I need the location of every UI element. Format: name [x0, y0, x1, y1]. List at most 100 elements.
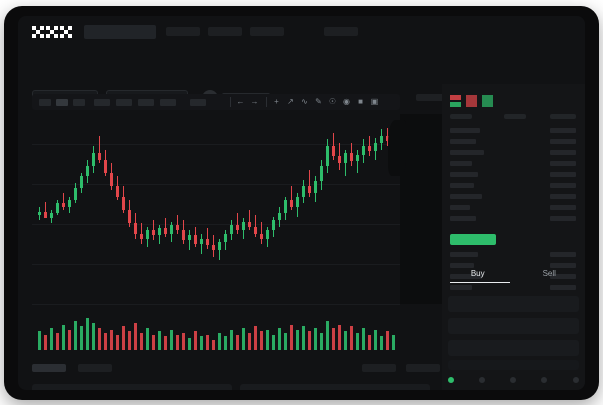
candle	[248, 210, 251, 231]
undo-icon[interactable]: ←	[236, 97, 245, 106]
volume-bar	[38, 331, 41, 350]
slider-dot-0[interactable]	[448, 377, 454, 383]
candle-wick	[207, 228, 208, 249]
order-book-ask-row[interactable]	[450, 139, 476, 144]
timeframe-5[interactable]	[116, 99, 132, 106]
order-book-ask-row[interactable]	[450, 194, 482, 199]
nav-item-3[interactable]	[250, 27, 284, 36]
volume-bar	[104, 333, 107, 350]
volume-bar	[332, 327, 335, 350]
candle	[56, 199, 59, 216]
magnet-icon[interactable]: ☉	[328, 97, 337, 106]
candle	[68, 196, 71, 214]
volume-bar	[170, 329, 173, 350]
candle	[98, 136, 101, 163]
candlestick-chart[interactable]	[32, 114, 400, 314]
nav-item-4[interactable]	[324, 27, 358, 36]
candle-wick	[333, 132, 334, 160]
trendline-icon[interactable]: ↗	[287, 97, 294, 106]
candle-wick	[249, 210, 250, 231]
volume-bar	[122, 326, 125, 350]
search-input[interactable]	[84, 25, 156, 39]
price-field[interactable]	[448, 318, 579, 334]
order-book-ask-total	[550, 150, 576, 155]
candle-wick	[213, 235, 214, 258]
volume-bar	[134, 322, 137, 350]
slider-dot-75[interactable]	[541, 377, 547, 383]
order-book-view-tabs[interactable]	[450, 94, 510, 107]
candle	[128, 199, 131, 227]
order-book-bid-row[interactable]	[450, 285, 472, 290]
amount-field[interactable]	[448, 340, 579, 356]
order-book-ask-total	[550, 216, 576, 221]
order-book-ask-row[interactable]	[450, 150, 484, 155]
crosshair-icon[interactable]: +	[274, 97, 279, 106]
tab-sell[interactable]: Sell	[542, 269, 556, 278]
timeframe-4[interactable]	[94, 99, 110, 106]
slider-dot-25[interactable]	[479, 377, 485, 383]
slider-dot-100[interactable]	[573, 377, 579, 383]
book-bids-icon[interactable]	[482, 94, 493, 107]
book-asks-icon[interactable]	[466, 94, 477, 107]
candle-wick	[171, 221, 172, 242]
lock-icon[interactable]: ■	[358, 97, 363, 106]
timeframe-6[interactable]	[138, 99, 154, 106]
redo-icon[interactable]: →	[250, 97, 259, 106]
order-book-bid-row[interactable]	[450, 252, 478, 257]
timeframe-3[interactable]	[73, 99, 85, 106]
tab-buy[interactable]: Buy	[470, 269, 485, 278]
order-book-bid-total	[550, 285, 576, 290]
volume-bar	[182, 333, 185, 350]
order-book-ask-row[interactable]	[450, 216, 476, 221]
candle	[74, 183, 77, 204]
nav-item-1[interactable]	[166, 27, 200, 36]
order-book-ask-row[interactable]	[450, 161, 472, 166]
volume-bar	[110, 329, 113, 350]
order-book-bid-row[interactable]	[450, 274, 482, 279]
okx-logo[interactable]	[32, 26, 76, 39]
chart-toolbar[interactable]: ← → + ↗ ∿ ✎ ☉ ◉ ■ ▣	[32, 94, 400, 110]
order-book-ask-row[interactable]	[450, 128, 480, 133]
candle	[104, 149, 107, 177]
candle-wick	[201, 233, 202, 254]
chart-gridline	[32, 264, 400, 265]
candle	[44, 201, 47, 219]
timeframe-1[interactable]	[39, 99, 51, 106]
amount-slider[interactable]	[448, 376, 579, 384]
order-book-ask-row[interactable]	[450, 205, 470, 210]
order-book-bid-row[interactable]	[450, 263, 474, 268]
order-book-ask-row[interactable]	[450, 172, 478, 177]
volume-bar	[362, 327, 365, 350]
candle	[254, 215, 257, 237]
candle-wick	[291, 186, 292, 210]
candle-wick	[267, 226, 268, 247]
volume-bar	[254, 326, 257, 350]
timeframe-2[interactable]	[56, 99, 68, 106]
positions-panel[interactable]	[240, 384, 430, 390]
candle-wick	[375, 137, 376, 160]
candle	[62, 193, 65, 210]
candle-wick	[111, 162, 112, 190]
chart-gridline	[32, 224, 400, 225]
book-both-icon[interactable]	[450, 94, 461, 107]
volume-bar	[230, 329, 233, 350]
eye-icon[interactable]: ◉	[343, 97, 350, 106]
order-form-tabs[interactable]: Buy Sell	[442, 266, 585, 288]
candle	[386, 127, 389, 147]
trash-icon[interactable]: ▣	[370, 97, 379, 106]
order-book-panel[interactable]	[442, 84, 585, 390]
timeframe-7[interactable]	[160, 99, 176, 106]
open-orders-panel[interactable]	[32, 384, 232, 390]
order-book-ask-row[interactable]	[450, 183, 474, 188]
slider-dot-50[interactable]	[510, 377, 516, 383]
top-navigation-bar	[18, 16, 585, 48]
indicator-button[interactable]	[190, 99, 206, 106]
nav-item-2[interactable]	[208, 27, 242, 36]
order-type-field[interactable]	[448, 296, 579, 312]
total-field[interactable]	[448, 360, 579, 370]
volume-bar	[338, 324, 341, 350]
brush-icon[interactable]: ✎	[315, 97, 322, 106]
order-book-bid-total	[550, 263, 576, 268]
fib-icon[interactable]: ∿	[301, 97, 308, 106]
